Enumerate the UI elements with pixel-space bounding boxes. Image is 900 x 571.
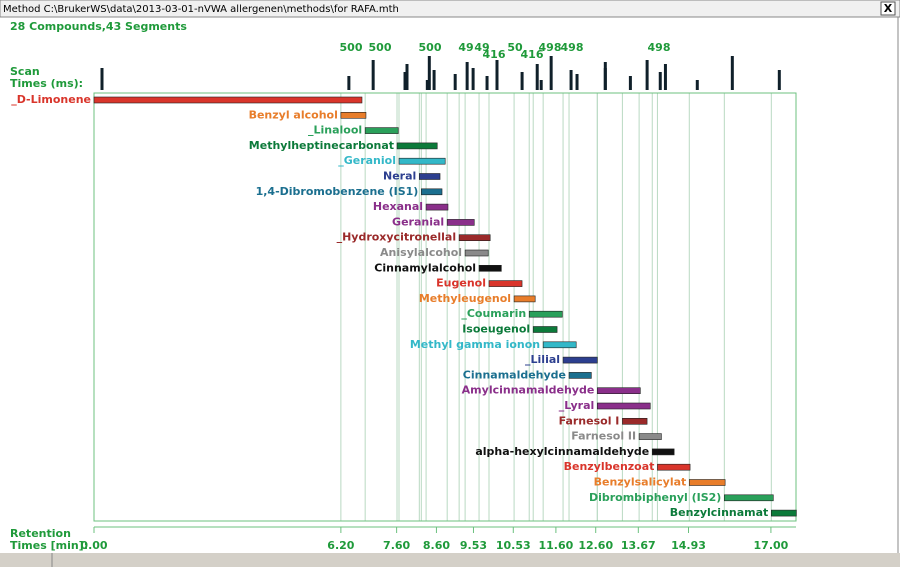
compound-label: _D-Limonene (11, 93, 91, 106)
scan-time-label: 498 (648, 41, 671, 54)
compound-label: Benzyl alcohol (249, 108, 338, 121)
compound-bar (488, 280, 523, 287)
compound-bar (532, 326, 558, 333)
close-label[interactable]: X (884, 2, 893, 15)
plot-frame (93, 92, 797, 522)
compound-bar (419, 173, 441, 180)
compound-bar (421, 188, 443, 196)
compound-label: 1,4-Dibromobenzene (IS1) (256, 185, 419, 198)
title-bar (0, 0, 900, 18)
compound-bar (425, 203, 449, 211)
compound-bar (724, 494, 774, 502)
compound-label: Cinnamaldehyde (463, 368, 566, 381)
scan-time-label: 498 (539, 41, 562, 54)
x-tick-label: 6.20 (327, 539, 354, 552)
compound-bar (458, 234, 491, 241)
compound-label: Methyl gamma ionon (410, 338, 540, 351)
compound-label: Benzylbenzoat (564, 460, 655, 473)
window-title: Method C:\BrukerWS\data\2013-03-01-nVWA … (3, 4, 399, 15)
compound-bar (396, 142, 438, 150)
compound-label: Cinnamylalcohol (374, 261, 476, 274)
compound-bar (688, 479, 726, 486)
x-tick-label: 9.53 (460, 539, 487, 552)
time-label: Retention (10, 527, 71, 540)
compound-bar (528, 310, 563, 318)
scan-time-label: 498 (561, 41, 584, 54)
x-tick-label: 10.53 (496, 539, 531, 552)
compound-bar (622, 417, 648, 425)
compound-bar (597, 402, 651, 410)
x-tick-label: 14.93 (671, 539, 706, 552)
compound-label: alpha-hexylcinnamaldehyde (475, 445, 649, 458)
x-tick-label: 13.67 (621, 539, 656, 552)
x-tick-label: 17.00 (754, 539, 789, 552)
scan-label: Times (ms): (10, 77, 83, 90)
x-tick-label: 11.60 (538, 539, 573, 552)
compound-label: _Geraniol (338, 154, 396, 167)
scan-time-label: 416 (521, 48, 544, 61)
compound-bar (657, 463, 691, 471)
compound-label: _Lilial (525, 353, 560, 366)
scan-time-label: 49 (458, 41, 473, 54)
compound-bar (568, 372, 592, 379)
compound-label: Dibrombiphenyl (IS2) (589, 491, 721, 504)
compound-bar (398, 157, 446, 165)
compound-label: Benzylsalicylat (594, 476, 687, 489)
compound-bar (771, 509, 797, 517)
compound-bar (513, 295, 536, 303)
compound-label: Hexanal (373, 200, 423, 213)
x-tick-label: 0.00 (80, 539, 107, 552)
compound-label: Amylcinnamaldehyde (462, 384, 595, 397)
compound-bar (562, 356, 598, 364)
compound-bar (597, 387, 641, 395)
compound-label: Eugenol (436, 277, 486, 290)
scan-time-label: 49 (474, 41, 489, 54)
scan-time-label: 416 (483, 48, 506, 61)
compound-label: _Linalool (308, 124, 362, 137)
compound-label: Geranial (392, 215, 444, 228)
scan-label: Scan (10, 65, 40, 78)
compound-label: Neral (383, 170, 416, 183)
scan-time-label: 500 (419, 41, 442, 54)
compound-label: Benzylcinnamat (670, 506, 769, 519)
compound-label: Farnesol I (559, 414, 620, 427)
compound-bar (478, 264, 502, 272)
time-label: Times [min]: (10, 539, 88, 552)
x-tick-label: 12.60 (578, 539, 613, 552)
compound-bar (464, 249, 489, 257)
compound-bar (364, 127, 399, 134)
summary: 28 Compounds,43 Segments (10, 20, 187, 33)
compound-label: Anisylalcohol (380, 246, 462, 259)
scan-time-label: 500 (369, 41, 392, 54)
compound-bar (340, 112, 367, 119)
compound-bar (446, 219, 475, 226)
scan-time-label: 500 (340, 41, 363, 54)
compound-label: _Lyral (559, 399, 595, 412)
x-tick-label: 7.60 (383, 539, 410, 552)
compound-bar (93, 96, 363, 104)
x-tick-label: 8.60 (423, 539, 450, 552)
compound-bar (651, 448, 675, 456)
compound-bar (638, 433, 662, 440)
status-strip (0, 553, 900, 567)
compound-label: Farnesol II (571, 430, 636, 443)
compound-label: Methylheptinecarbonat (249, 139, 394, 152)
compound-label: Methyleugenol (419, 292, 511, 305)
compound-label: Isoeugenol (462, 323, 530, 336)
scan-time-label: 50 (507, 41, 523, 54)
compound-label: _Coumarin (461, 307, 526, 320)
compound-label: _Hydroxycitronellal (337, 231, 457, 244)
close-button[interactable] (880, 1, 896, 16)
compound-bar (542, 341, 577, 349)
